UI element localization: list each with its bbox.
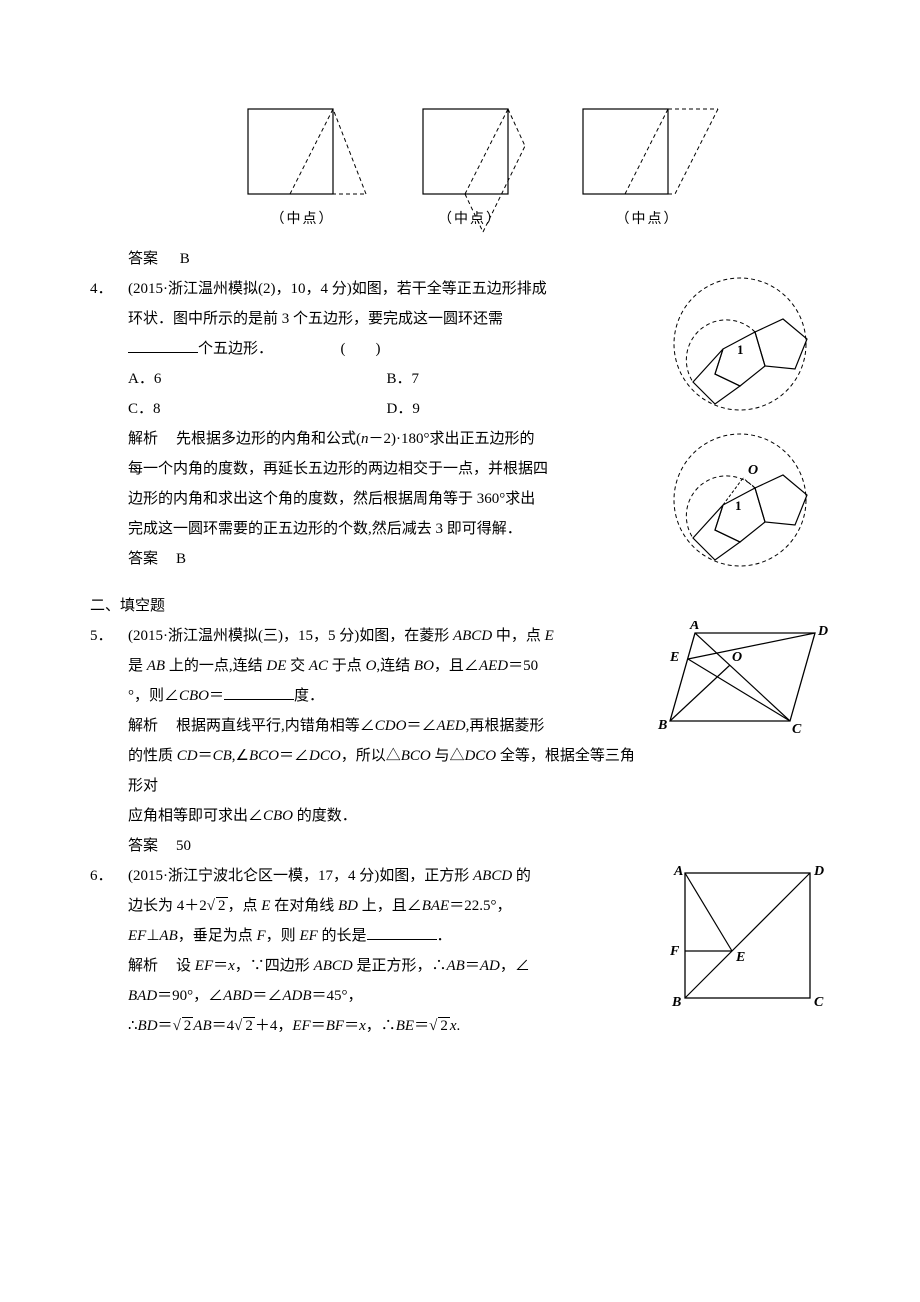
svg-text:E: E — [735, 950, 745, 965]
q3-figure-row: （中点） （中点） （中点） — [130, 104, 830, 234]
section-2: 二、填空题 — [90, 591, 830, 621]
svg-text:B: B — [671, 995, 681, 1010]
svg-text:1: 1 — [735, 498, 742, 513]
q5-answer: 答案50 — [128, 831, 830, 861]
q4-blank — [128, 337, 198, 353]
q4-fig-1: 1 — [655, 274, 830, 424]
svg-text:D: D — [817, 624, 828, 639]
svg-text:O: O — [732, 650, 742, 665]
svg-text:F: F — [669, 944, 680, 959]
q6-blank — [367, 924, 437, 940]
q6-sol3: ∴BD＝√2AB＝4√2＋4，EF＝BF＝x，∴BE＝√2x. — [128, 1011, 830, 1041]
q4-choices: A．6 B．7 C．8 D．9 — [128, 364, 645, 424]
fold-fig-1 — [238, 104, 368, 204]
svg-text:E: E — [669, 650, 679, 665]
svg-text:O: O — [748, 463, 758, 478]
q4: 4． 1 (2015·浙江温州模拟(2)，10，4 分)如图，若干全等正五边形排… — [90, 274, 830, 587]
caption-1: （中点） — [238, 206, 368, 234]
svg-text:A: A — [673, 864, 683, 879]
q4-paren: ( ) — [341, 341, 381, 357]
svg-text:D: D — [813, 864, 824, 879]
q3-fig-1: （中点） — [238, 104, 368, 234]
q4-D: D．9 — [387, 394, 646, 424]
svg-text:C: C — [814, 995, 824, 1010]
q6-num: 6． — [90, 861, 128, 1041]
q6: 6． A D B C F E (2015·浙江宁波北仑区一模，17，4 分)如图… — [90, 861, 830, 1041]
fold-fig-3 — [573, 104, 723, 204]
ans-value: B — [180, 251, 190, 267]
q5-blank — [224, 684, 294, 700]
q6-fig: A D B C F E — [660, 861, 830, 1011]
q5-fig: A D B C E O — [650, 621, 830, 741]
q3-fig-3: （中点） — [573, 104, 723, 234]
q4-A: A．6 — [128, 364, 387, 394]
q4-B: B．7 — [387, 364, 646, 394]
q3-answer: 答案 B — [90, 244, 830, 274]
q4-num: 4． — [90, 274, 128, 587]
sol-label: 解析 — [128, 431, 158, 447]
svg-text:A: A — [689, 621, 699, 633]
q5-sol3: 应角相等即可求出∠CBO 的度数． — [128, 801, 830, 831]
caption-3: （中点） — [573, 206, 723, 234]
svg-text:B: B — [657, 718, 667, 733]
q5: 5． A D B C E O (2015·浙江温州模拟(三)，15 — [90, 621, 830, 861]
svg-text:C: C — [792, 722, 802, 737]
q3-fig-2: （中点） — [413, 104, 528, 234]
q5-num: 5． — [90, 621, 128, 861]
q4-fig-2: O 1 — [655, 428, 830, 583]
q4-C: C．8 — [128, 394, 387, 424]
ans-label: 答案 — [128, 251, 158, 267]
svg-text:1: 1 — [737, 342, 744, 357]
caption-2: （中点） — [413, 206, 528, 234]
q5-sol2: 的性质 CD＝CB,∠BCO＝∠DCO，所以△BCO 与△DCO 全等，根据全等… — [128, 741, 830, 801]
